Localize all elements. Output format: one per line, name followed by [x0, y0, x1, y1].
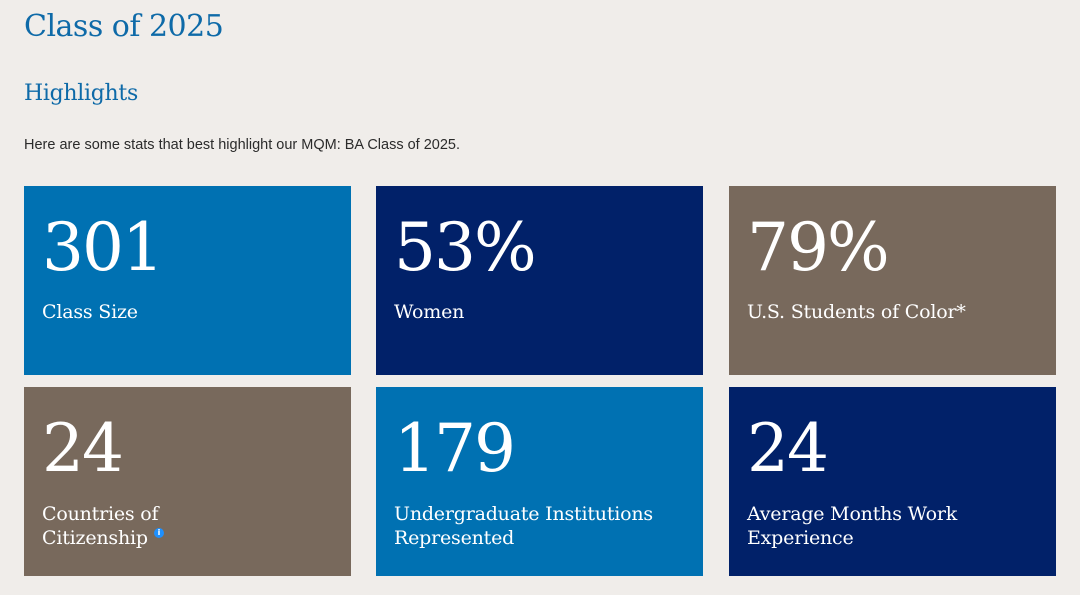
highlights-intro-text: Here are some stats that best highlight … — [24, 137, 461, 153]
stat-label-line-2: Experience — [747, 527, 854, 549]
stat-label: U.S. Students of Color* — [747, 301, 966, 323]
stat-label: Class Size — [42, 301, 138, 323]
stat-label-line-2: Represented — [394, 527, 515, 549]
stat-value: 79% — [747, 209, 890, 286]
stat-card-undergraduate-institutions: 179 Undergraduate Institutions Represent… — [376, 387, 703, 576]
stat-label: Average Months Work Experience — [747, 502, 1037, 550]
stat-value: 53% — [394, 209, 537, 286]
stat-value: 24 — [747, 410, 829, 487]
stat-card-women: 53% Women — [376, 186, 703, 375]
stat-value: 24 — [42, 410, 124, 487]
stat-card-students-of-color: 79% U.S. Students of Color* — [729, 186, 1056, 375]
stat-card-work-experience: 24 Average Months Work Experience — [729, 387, 1056, 576]
stat-card-countries-of-citizenship: 24 Countries of Citizenship i — [24, 387, 351, 576]
stat-value: 179 — [394, 410, 516, 487]
stat-card-class-size: 301 Class Size — [24, 186, 351, 375]
stat-label: Countries of Citizenship i — [42, 502, 332, 550]
stat-value: 301 — [42, 209, 164, 286]
stat-label-line-2: Citizenship — [42, 527, 148, 549]
page-title: Class of 2025 — [24, 9, 224, 44]
info-icon[interactable]: i — [153, 528, 164, 538]
stat-label: Women — [394, 301, 465, 323]
stat-label-line-1: Countries of — [42, 503, 159, 525]
stat-label-line-1: Undergraduate Institutions — [394, 503, 653, 525]
highlights-heading: Highlights — [24, 81, 138, 106]
stat-label: Undergraduate Institutions Represented — [394, 502, 684, 550]
stat-label-line-1: Average Months Work — [747, 503, 958, 525]
